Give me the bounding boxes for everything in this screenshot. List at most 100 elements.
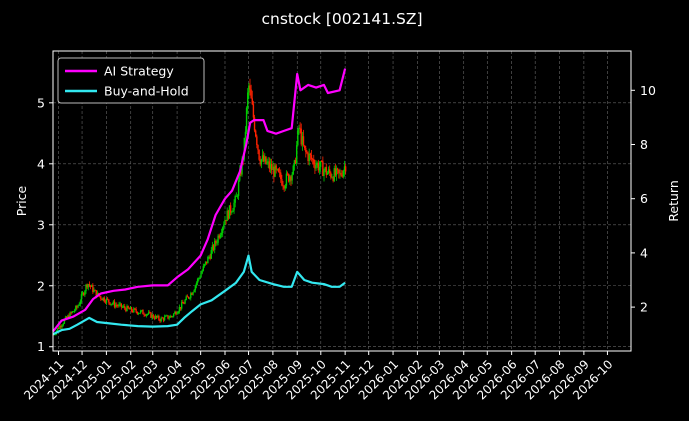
price-candle-body xyxy=(251,98,253,105)
price-candle-body xyxy=(280,172,282,180)
price-candle-body xyxy=(264,156,266,162)
y-left-tick-label: 4 xyxy=(37,156,45,171)
price-candle-body xyxy=(274,165,276,177)
price-candle-body xyxy=(201,270,203,274)
series-line-buy-and-hold xyxy=(52,254,346,336)
price-candle-body xyxy=(237,180,240,196)
price-candle-body xyxy=(292,165,294,175)
price-candle-body xyxy=(216,242,218,244)
y-right-tick-label: 4 xyxy=(640,245,648,260)
price-candle-body xyxy=(290,176,292,181)
price-candle-body xyxy=(117,305,119,307)
price-candle-body xyxy=(318,166,321,171)
y-axis-right-label: Return xyxy=(666,180,681,221)
price-candle-body xyxy=(75,306,77,311)
price-candle-body xyxy=(69,312,71,319)
price-candle-body xyxy=(344,166,347,172)
price-candle-body xyxy=(62,323,64,326)
price-candle-body xyxy=(245,107,248,132)
price-candle-body xyxy=(185,296,187,300)
price-candle-body xyxy=(87,284,90,288)
price-candle-body xyxy=(176,313,178,315)
price-candle-body xyxy=(253,117,256,131)
price-candle-body xyxy=(103,297,105,302)
price-candle-body xyxy=(168,317,170,319)
price-candle-body xyxy=(300,128,302,145)
price-candle-body xyxy=(70,312,72,314)
price-candle-body xyxy=(160,317,162,322)
price-candle-body xyxy=(327,169,330,173)
price-candle-body xyxy=(342,170,345,177)
price-candle-body xyxy=(302,136,305,146)
price-candle-body xyxy=(203,264,206,267)
price-candle-body xyxy=(120,303,123,308)
price-candle-body xyxy=(190,293,192,298)
price-candle-body xyxy=(101,298,103,301)
chart-title: cnstock [002141.SZ] xyxy=(261,10,422,28)
price-candle-body xyxy=(179,306,182,309)
price-candle-body xyxy=(261,155,264,160)
price-candle-body xyxy=(340,172,342,176)
price-candle-body xyxy=(134,308,136,310)
price-candle-body xyxy=(147,312,150,315)
price-candle-body xyxy=(59,325,61,329)
price-candle-body xyxy=(286,173,289,175)
price-candle-body xyxy=(267,161,269,163)
price-candle-body xyxy=(72,311,75,313)
y-right-tick-label: 8 xyxy=(640,137,648,152)
price-candle-body xyxy=(211,245,214,251)
price-candle-body xyxy=(111,303,113,305)
price-candle-body xyxy=(213,240,216,250)
price-candle-body xyxy=(110,303,112,305)
price-candle-body xyxy=(315,165,317,169)
price-candle-body xyxy=(310,155,313,159)
price-candle-body xyxy=(91,285,93,287)
price-candle-body xyxy=(273,166,275,177)
price-candle-body xyxy=(191,293,193,295)
price-candle-body xyxy=(309,153,312,156)
price-candle-body xyxy=(219,234,222,238)
price-candle-body xyxy=(118,304,120,307)
price-candle-body xyxy=(244,131,247,138)
price-candle-body xyxy=(323,170,325,177)
price-candle-body xyxy=(81,292,84,295)
price-candle-body xyxy=(121,306,124,308)
price-candle-body xyxy=(119,303,121,305)
y-right-tick-label: 10 xyxy=(640,83,656,98)
price-candle-body xyxy=(336,168,339,170)
y-left-tick-label: 5 xyxy=(37,95,45,110)
price-candle-body xyxy=(89,285,92,287)
price-candle-body xyxy=(209,256,211,259)
price-candle-body xyxy=(166,315,168,317)
price-candle-body xyxy=(193,290,195,293)
price-candle-body xyxy=(173,313,175,317)
price-candle-body xyxy=(174,311,176,314)
price-candle-body xyxy=(143,314,145,316)
price-candle-body xyxy=(325,167,327,175)
price-candle-body xyxy=(80,294,83,302)
price-candle-body xyxy=(319,161,322,167)
price-candle-body xyxy=(200,273,202,278)
price-candle-body xyxy=(284,185,286,189)
price-candle-body xyxy=(326,172,329,175)
series-line-ai-strategy xyxy=(52,68,347,333)
price-candle-body xyxy=(88,284,91,286)
price-candle-body xyxy=(76,306,78,308)
price-candle-body xyxy=(313,159,315,165)
plot-frame xyxy=(52,50,632,352)
price-candle-body xyxy=(207,257,209,264)
price-candle-body xyxy=(288,174,290,182)
price-candle-body xyxy=(249,85,251,90)
price-candle-body xyxy=(125,308,127,312)
price-candle-body xyxy=(60,325,62,328)
price-candle-body xyxy=(137,313,140,314)
y-axis-right: 2 4 6 8 10 xyxy=(631,83,656,315)
legend-label-buy-and-hold: Buy-and-Hold xyxy=(104,84,189,99)
price-candle-body xyxy=(114,304,117,307)
price-candle-body xyxy=(331,177,333,179)
price-candle-body xyxy=(183,303,185,305)
price-candle-body xyxy=(155,315,158,318)
price-candle-body xyxy=(285,173,288,186)
price-candle-body xyxy=(262,155,265,162)
